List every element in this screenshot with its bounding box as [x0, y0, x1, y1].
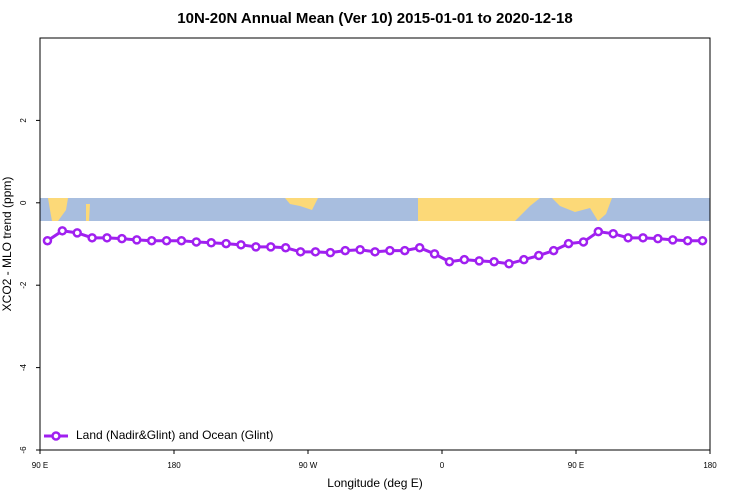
map-band	[40, 198, 710, 221]
point	[325, 247, 336, 258]
point	[668, 235, 678, 245]
point	[221, 238, 231, 249]
point	[280, 242, 291, 253]
land	[86, 204, 90, 221]
land	[418, 198, 540, 221]
point	[474, 256, 484, 266]
point	[385, 245, 395, 256]
point	[176, 235, 187, 246]
y-tick-label: 2	[19, 118, 28, 123]
point	[697, 235, 708, 246]
x-tick-label: 180	[167, 461, 181, 470]
point	[444, 256, 455, 267]
point	[519, 254, 529, 265]
x-axis-label: Longitude (deg E)	[327, 476, 422, 490]
point	[682, 235, 693, 246]
point	[400, 245, 410, 256]
point	[117, 233, 127, 244]
point	[638, 233, 648, 243]
x-tick-label: 90 W	[299, 461, 318, 470]
point	[578, 237, 589, 247]
point	[206, 238, 216, 248]
point	[653, 233, 663, 244]
point	[534, 250, 544, 261]
legend-label: Land (Nadir&Glint) and Ocean (Glint)	[76, 428, 273, 442]
land	[552, 198, 612, 221]
point	[414, 242, 425, 253]
point	[57, 226, 68, 236]
x-tick-label: 0	[440, 461, 445, 470]
point	[87, 233, 97, 243]
y-tick-label: -4	[19, 363, 28, 371]
point	[623, 233, 633, 243]
point	[340, 245, 350, 256]
point	[504, 259, 514, 269]
point	[266, 242, 276, 252]
point	[146, 235, 157, 246]
legend-marker	[51, 431, 61, 441]
x-tick-label: 90 E	[568, 461, 584, 470]
point	[102, 233, 112, 243]
point	[236, 240, 246, 250]
point	[42, 235, 53, 246]
land	[285, 198, 318, 210]
point	[251, 242, 261, 252]
point	[161, 235, 172, 246]
point	[295, 247, 306, 257]
point	[563, 238, 574, 249]
point	[310, 247, 321, 257]
point	[72, 228, 82, 238]
point	[593, 226, 604, 237]
x-tick-label: 180	[703, 461, 717, 470]
point	[132, 235, 142, 245]
point	[191, 237, 202, 247]
y-tick-label: -2	[19, 281, 28, 289]
plot-frame	[39, 37, 711, 451]
point	[429, 249, 440, 259]
point	[608, 228, 618, 239]
x-tick-label: 90 E	[32, 461, 48, 470]
ocean	[40, 198, 710, 221]
point	[548, 245, 559, 256]
point	[370, 247, 380, 257]
chart-title: 10N-20N Annual Mean (Ver 10) 2015-01-01 …	[177, 10, 572, 27]
y-tick-label: 0	[19, 200, 28, 205]
point	[489, 256, 499, 267]
point	[355, 245, 365, 255]
y-axis-label: XCO2 - MLO trend (ppm)	[0, 177, 14, 312]
point	[459, 254, 470, 265]
land	[48, 198, 68, 221]
y-tick-label: -6	[19, 446, 28, 454]
